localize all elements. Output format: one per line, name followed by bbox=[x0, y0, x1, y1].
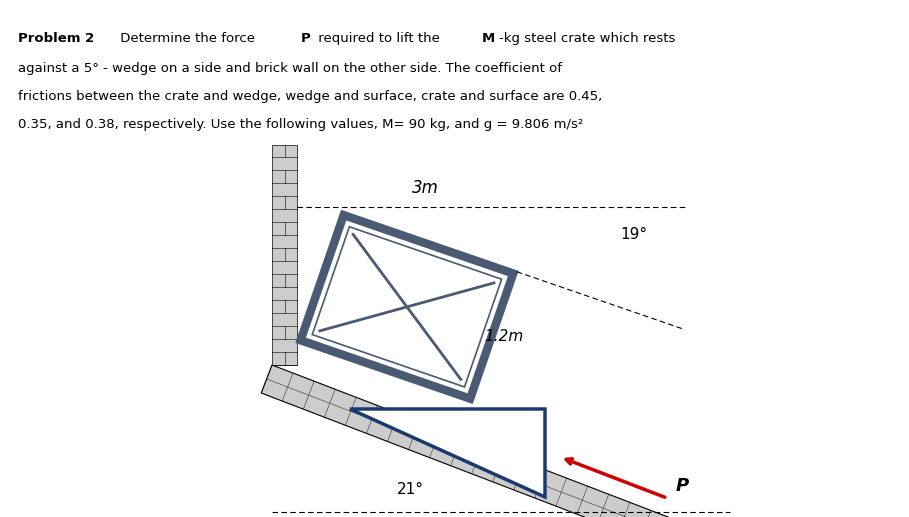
Text: Determine the force: Determine the force bbox=[116, 32, 260, 45]
Text: required to lift the: required to lift the bbox=[314, 32, 444, 45]
Text: 3m: 3m bbox=[412, 178, 438, 196]
Text: 0.35, and 0.38, respectively. Use the following values, M= 90 kg, and g = 9.806 : 0.35, and 0.38, respectively. Use the fo… bbox=[18, 118, 584, 131]
Text: against a 5° - wedge on a side and brick wall on the other side. The coefficient: against a 5° - wedge on a side and brick… bbox=[18, 62, 562, 75]
Text: P: P bbox=[301, 32, 311, 45]
Polygon shape bbox=[272, 145, 297, 365]
Text: M: M bbox=[482, 32, 495, 45]
Text: -kg steel crate which rests: -kg steel crate which rests bbox=[499, 32, 675, 45]
Text: 1.2m: 1.2m bbox=[484, 329, 524, 344]
Text: frictions between the crate and wedge, wedge and surface, crate and surface are : frictions between the crate and wedge, w… bbox=[18, 90, 603, 103]
Text: P: P bbox=[675, 477, 689, 495]
Polygon shape bbox=[261, 365, 735, 517]
Polygon shape bbox=[305, 219, 509, 394]
Polygon shape bbox=[313, 227, 502, 387]
Polygon shape bbox=[350, 409, 545, 497]
Text: 19°: 19° bbox=[620, 226, 647, 241]
Text: 21°: 21° bbox=[396, 482, 424, 497]
Text: Problem 2: Problem 2 bbox=[18, 32, 95, 45]
Polygon shape bbox=[297, 211, 517, 402]
